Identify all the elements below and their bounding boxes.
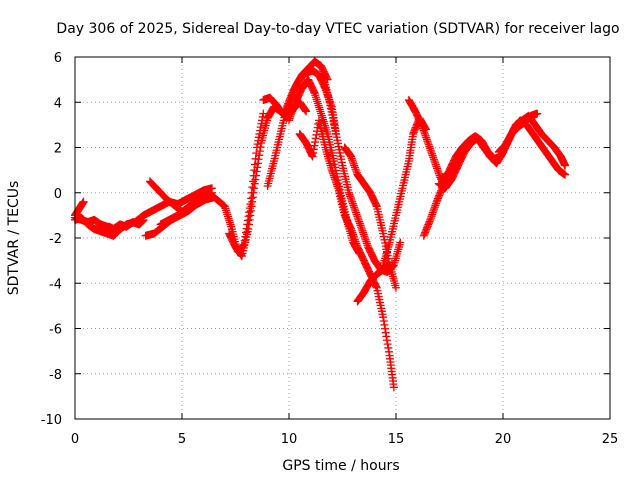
data-point [561,170,570,179]
data-point [561,161,570,170]
y-tick-label: 2 [54,142,62,157]
x-tick-label: 10 [281,432,298,447]
series-arc-20 [494,109,542,157]
series-arc-12 [295,116,398,392]
x-tick-label: 5 [178,432,186,447]
x-tick-label: 20 [495,432,512,447]
y-tick-label: -4 [49,277,62,292]
y-tick-label: -10 [41,413,62,428]
data-point [389,383,398,392]
series-arc-15 [353,261,394,306]
y-tick-label: -2 [49,232,62,247]
y-tick-label: -6 [49,323,62,338]
y-tick-label: 4 [54,96,62,111]
y-tick-label: 6 [54,51,62,66]
data-point [392,283,400,292]
data-point [207,188,216,197]
x-tick-label: 0 [71,432,79,447]
series-arc-8 [225,98,311,261]
data-point [79,197,88,206]
x-axis-label: GPS time / hours [282,458,399,474]
series-arc-7 [156,188,216,229]
x-tick-label: 25 [602,432,619,447]
data-point [259,109,268,118]
series-arc-5 [141,109,268,256]
data-point [302,107,311,116]
data-point [533,109,542,118]
data-points [71,57,570,392]
y-tick-label: 0 [54,187,62,202]
x-tick-label: 15 [388,432,405,447]
y-axis-label: SDTVAR / TECUs [6,181,22,296]
grid-lines [75,57,610,419]
chart-title: Day 306 of 2025, Sidereal Day-to-day VTE… [56,21,619,37]
axis-ticks: 0 5 10 15 20 25 -10 -8 -6 -4 -2 0 2 4 6 [41,51,619,447]
data-point [396,238,405,247]
y-tick-label: -8 [49,368,62,383]
